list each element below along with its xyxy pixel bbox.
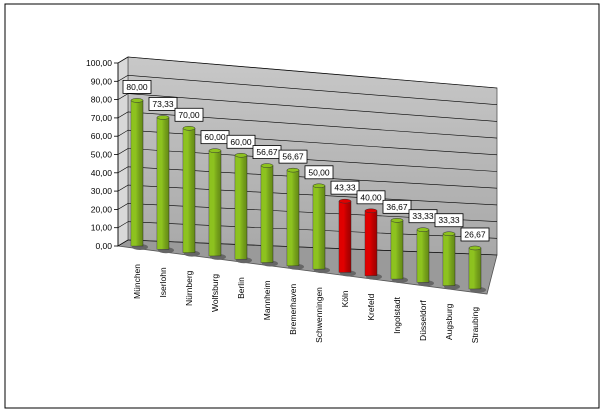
y-tick-label: 10,00 (91, 223, 113, 233)
y-tick-label: 30,00 (91, 186, 113, 196)
bar-top (156, 115, 170, 120)
bar-shade (131, 100, 143, 247)
value-label-box (278, 149, 308, 164)
value-label-box (460, 227, 490, 242)
x-tick-label: Mannheim (262, 281, 272, 321)
side-grid-line (117, 239, 129, 247)
bar-top (286, 167, 300, 173)
value-label: 40,00 (360, 192, 382, 202)
bar-shade (183, 128, 195, 253)
y-tick-label: 0,00 (95, 241, 112, 251)
value-label: 60,00 (230, 137, 252, 147)
y-tick-label: 60,00 (91, 131, 113, 141)
value-label-box (382, 199, 412, 214)
side-grid-line (117, 111, 129, 119)
bar-shade (261, 165, 273, 263)
y-tick-label: 80,00 (91, 95, 113, 105)
bar-shade (313, 185, 325, 270)
value-label: 70,00 (178, 110, 200, 120)
bar-shade (209, 150, 221, 256)
value-label: 80,00 (126, 82, 148, 92)
side-grid-line (117, 221, 129, 228)
value-label: 33,33 (438, 215, 460, 225)
value-label-box (304, 165, 334, 180)
bar-shade (469, 247, 481, 289)
bar-top (130, 98, 144, 103)
value-label-box (356, 190, 386, 205)
grid-line (127, 56, 498, 89)
y-tick-label: 90,00 (91, 76, 113, 86)
side-grid-line (117, 93, 129, 100)
bar-top (338, 198, 352, 204)
bar-shade (287, 170, 299, 266)
side-grid-line (117, 129, 129, 137)
value-label: 33,33 (412, 211, 434, 221)
x-tick-label: Schwenningen (314, 287, 324, 343)
value-label-box (122, 80, 152, 94)
value-label-box (148, 97, 178, 111)
y-tick-label: 70,00 (91, 113, 113, 123)
x-tick-label: Ingolstadt (392, 296, 402, 333)
x-tick-label: Berlin (236, 277, 246, 299)
bar-top (182, 126, 196, 131)
value-label: 56,67 (256, 147, 278, 157)
x-tick-label: Wolfsburg (210, 274, 220, 312)
value-label-box (434, 213, 464, 228)
value-label: 50,00 (308, 167, 330, 177)
side-grid-line (117, 166, 129, 174)
bar-shade (157, 117, 169, 250)
bar-top (416, 227, 430, 232)
bar-top (364, 208, 378, 214)
bar-shade (443, 233, 455, 286)
x-tick-label: Köln (340, 290, 350, 307)
value-label: 43,33 (334, 183, 356, 193)
value-label: 60,00 (204, 132, 226, 142)
bar-top (312, 183, 326, 189)
x-tick-label: Düsseldorf (418, 300, 428, 341)
value-label: 26,67 (464, 229, 486, 239)
x-tick-label: Bremerhaven (288, 284, 298, 335)
x-tick-label: Krefeld (366, 293, 376, 320)
x-tick-label: Nürnberg (184, 270, 194, 306)
bar-top (260, 163, 274, 168)
y-tick-label: 20,00 (91, 204, 113, 214)
x-tick-label: München (132, 264, 142, 299)
grid-line (127, 93, 498, 122)
value-label: 73,33 (152, 99, 174, 109)
value-label-box (174, 107, 204, 122)
bar-top (208, 148, 222, 153)
bar-shade (365, 210, 377, 276)
bar-top (468, 245, 482, 251)
bar-shade (391, 220, 403, 279)
x-tick-label: Iserlohn (158, 267, 168, 298)
bar-shade (339, 201, 351, 273)
side-grid-line (117, 56, 129, 64)
bar-shade (417, 229, 429, 283)
side-grid-line (117, 203, 129, 210)
x-tick-label: Straubing (470, 307, 480, 344)
y-tick-label: 40,00 (91, 168, 113, 178)
bar-top (234, 153, 248, 158)
side-grid-line (117, 148, 129, 155)
grid-line (127, 75, 498, 105)
value-label: 36,67 (386, 202, 408, 212)
y-tick-label: 100,00 (86, 58, 112, 68)
y-tick-label: 50,00 (91, 150, 113, 160)
value-label-box (330, 180, 360, 195)
side-grid-line (117, 75, 129, 82)
x-tick-label: Augsburg (444, 303, 454, 340)
bar-top (442, 231, 456, 236)
side-grid-line (117, 184, 129, 192)
bar-shade (235, 155, 247, 260)
value-label: 56,67 (282, 152, 304, 162)
value-label-box (226, 134, 256, 149)
bar-top (390, 218, 404, 223)
